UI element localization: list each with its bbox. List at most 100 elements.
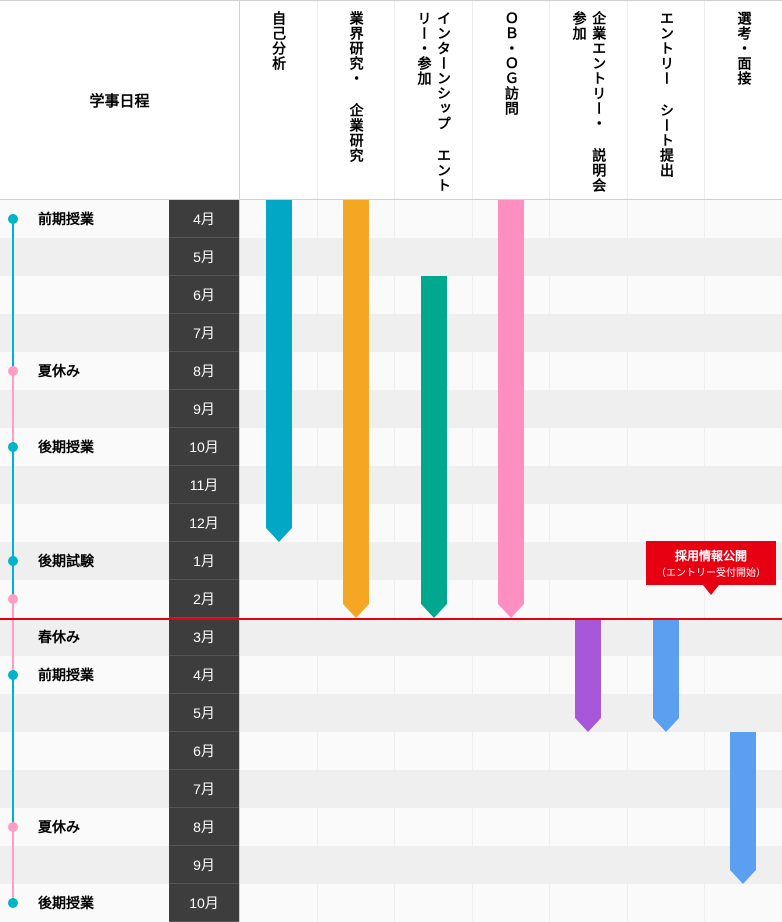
timeline-segment xyxy=(12,447,14,599)
activity-arrow xyxy=(575,618,601,718)
activity-cell xyxy=(240,618,318,656)
month-label: 8月 xyxy=(169,352,239,390)
activity-cell xyxy=(318,884,396,922)
arrow-tip-icon xyxy=(266,528,292,542)
timeline-dot xyxy=(8,594,18,604)
timeline-segment xyxy=(12,219,14,371)
activity-cell xyxy=(550,276,628,314)
body-row: 夏休み8月 xyxy=(0,808,782,846)
activity-cell xyxy=(395,656,473,694)
activity-cell xyxy=(473,884,551,922)
period-label xyxy=(26,276,169,314)
body-row: 夏休み8月 xyxy=(0,352,782,390)
activity-cell xyxy=(473,694,551,732)
left-wrap: 後期試験1月 xyxy=(0,542,240,580)
left-wrap: 後期授業10月 xyxy=(0,428,240,466)
activity-cell xyxy=(240,770,318,808)
month-label: 6月 xyxy=(169,276,239,314)
month-label: 7月 xyxy=(169,314,239,352)
activity-cell xyxy=(395,238,473,276)
body-row: 12月 xyxy=(0,504,782,542)
activity-cell xyxy=(318,732,396,770)
month-label: 10月 xyxy=(169,884,239,922)
activity-cell xyxy=(240,542,318,580)
activity-cell xyxy=(550,846,628,884)
callout-tip-icon xyxy=(703,585,719,595)
callout-title: 採用情報公開 xyxy=(656,547,766,564)
body-row: 9月 xyxy=(0,390,782,428)
month-label: 5月 xyxy=(169,238,239,276)
activity-cell xyxy=(705,238,782,276)
activity-cell xyxy=(628,808,706,846)
column-header: 業界研究・ 企業研究 xyxy=(318,1,396,199)
body-row: 後期授業10月 xyxy=(0,884,782,922)
timeline-segment xyxy=(12,599,14,675)
activity-arrow xyxy=(730,732,756,870)
month-label: 11月 xyxy=(169,466,239,504)
activity-cell xyxy=(705,200,782,238)
activity-cell xyxy=(240,656,318,694)
activity-cell xyxy=(550,200,628,238)
activity-cell xyxy=(473,770,551,808)
left-wrap: 春休み3月 xyxy=(0,618,240,656)
period-label xyxy=(26,238,169,276)
activity-cell xyxy=(705,504,782,542)
left-wrap: 夏休み8月 xyxy=(0,352,240,390)
column-header: 選考・面接 xyxy=(705,1,782,199)
arrow-tip-icon xyxy=(653,718,679,732)
activity-cell xyxy=(550,238,628,276)
left-wrap: 前期授業4月 xyxy=(0,656,240,694)
activity-cell xyxy=(705,656,782,694)
activity-cell xyxy=(240,808,318,846)
period-label xyxy=(26,504,169,542)
month-label: 12月 xyxy=(169,504,239,542)
activity-cell xyxy=(628,238,706,276)
activity-arrow xyxy=(421,276,447,604)
header-row: 学事日程自己分析業界研究・ 企業研究インターンシップ エントリー・参加ＯＢ・ＯＧ… xyxy=(0,0,782,200)
activity-cell xyxy=(395,770,473,808)
activity-cell xyxy=(473,808,551,846)
left-wrap: 5月 xyxy=(0,238,240,276)
activity-cell xyxy=(473,732,551,770)
activity-arrow xyxy=(498,200,524,604)
timeline-dot xyxy=(8,898,18,908)
activity-cell xyxy=(628,466,706,504)
period-label: 春休み xyxy=(26,618,169,656)
activity-cell xyxy=(705,466,782,504)
left-wrap: 後期授業10月 xyxy=(0,884,240,922)
activity-cell xyxy=(240,694,318,732)
column-label: 選考・面接 xyxy=(734,11,754,86)
timeline-dot xyxy=(8,366,18,376)
month-label: 7月 xyxy=(169,770,239,808)
column-header: ＯＢ・ＯＧ訪問 xyxy=(473,1,551,199)
column-label: インターンシップ エントリー・参加 xyxy=(414,11,453,199)
activity-arrow xyxy=(266,200,292,528)
body-row: 11月 xyxy=(0,466,782,504)
column-label: 自己分析 xyxy=(268,11,288,71)
month-label: 5月 xyxy=(169,694,239,732)
month-label: 8月 xyxy=(169,808,239,846)
callout-sub: （エントリー受付開始） xyxy=(656,564,766,579)
month-label: 1月 xyxy=(169,542,239,580)
period-label xyxy=(26,390,169,428)
activity-cell xyxy=(628,884,706,922)
activity-cell xyxy=(395,884,473,922)
activity-cell xyxy=(550,732,628,770)
activity-cell xyxy=(473,656,551,694)
left-wrap: 7月 xyxy=(0,770,240,808)
month-label: 4月 xyxy=(169,656,239,694)
body-row: 6月 xyxy=(0,276,782,314)
activity-cell xyxy=(395,694,473,732)
timeline-segment xyxy=(12,827,14,903)
arrow-tip-icon xyxy=(421,604,447,618)
activity-cell xyxy=(550,770,628,808)
period-label xyxy=(26,846,169,884)
month-label: 2月 xyxy=(169,580,239,618)
activity-cell xyxy=(628,732,706,770)
period-label xyxy=(26,314,169,352)
activity-cell xyxy=(240,580,318,618)
activity-cell xyxy=(705,276,782,314)
activity-cell xyxy=(473,618,551,656)
activity-cell xyxy=(628,504,706,542)
month-label: 4月 xyxy=(169,200,239,238)
